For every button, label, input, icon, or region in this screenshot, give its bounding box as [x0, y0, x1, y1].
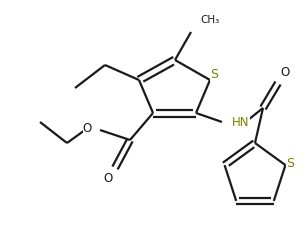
Text: O: O [83, 121, 92, 134]
Text: HN: HN [232, 115, 250, 128]
Text: O: O [280, 67, 290, 80]
Text: O: O [103, 172, 113, 185]
Text: S: S [210, 68, 218, 81]
Text: CH₃: CH₃ [200, 15, 219, 25]
Text: S: S [286, 157, 294, 170]
